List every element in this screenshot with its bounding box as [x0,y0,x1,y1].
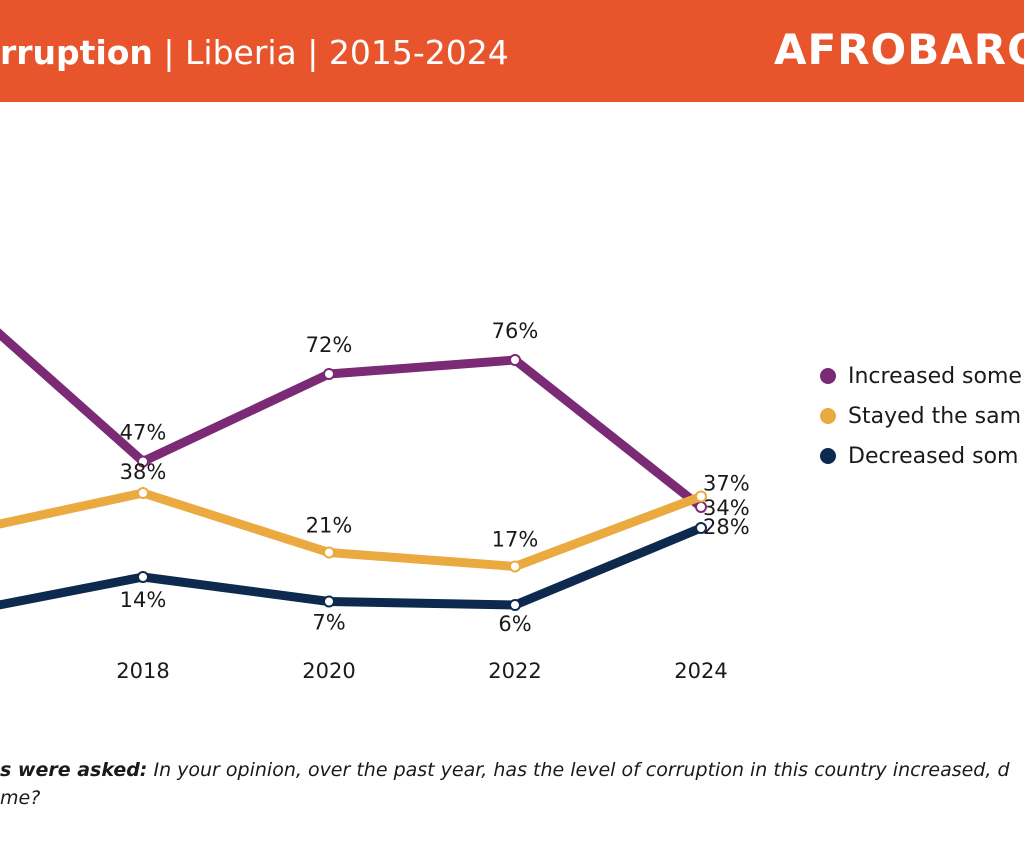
footnote-question: In your opinion, over the past year, has… [147,759,1010,781]
data-label-decreased-som: 14% [120,588,167,612]
data-point-stayed-the-sam [323,546,335,559]
data-label-increased-some: 34% [703,496,750,520]
afrobarometer-logo: AFROBARO [774,25,1024,74]
data-point-stayed-the-sam [137,487,149,499]
data-point-increased-some [137,455,149,468]
data-point-decreased-som [323,595,335,608]
legend-item: Decreased som [820,436,1022,476]
data-point-decreased-som [137,571,149,583]
data-point-stayed-the-sam [695,490,707,503]
data-label-increased-some: 72% [306,333,353,357]
data-point-decreased-som [695,522,707,534]
x-tick-label: 2018 [116,659,169,683]
data-point-increased-some [509,354,521,366]
data-point-stayed-the-sam [509,560,521,573]
data-point-increased-some [323,368,335,380]
legend-label: Increased some [848,363,1022,389]
legend-swatch [820,368,836,384]
data-label-increased-some: 47% [120,421,167,445]
title-topic: rruption [0,33,153,72]
data-label-stayed-the-sam: 37% [703,472,750,496]
line-chart: 47% 72% 76% 34% 38% 21% 17% 37% 14% 7% 6% 28% 2018 20… [0,319,750,683]
x-tick-label: 2024 [674,659,727,683]
data-label-decreased-som: 28% [703,515,750,539]
footnote-question-end: me? [0,787,41,809]
chart-title: rruption | Liberia | 2015-2024 [0,32,509,74]
footnote-label: s were asked: [0,759,148,781]
question-footnote: s were asked: In your opinion, over the … [0,756,1024,812]
series-line-increased-some [0,328,706,512]
data-point-decreased-som [509,599,521,611]
data-label-decreased-som: 6% [498,612,531,636]
data-label-stayed-the-sam: 17% [492,528,539,552]
data-label-decreased-som: 7% [312,611,345,635]
data-label-stayed-the-sam: 21% [306,514,353,538]
x-tick-label: 2022 [488,659,541,683]
title-context: | Liberia | 2015-2024 [152,33,509,72]
legend-swatch [820,408,836,424]
legend-item: Increased some [820,356,1022,396]
data-label-increased-some: 76% [492,319,539,343]
legend-label: Stayed the sam [848,403,1022,429]
data-label-stayed-the-sam: 38% [120,460,167,484]
x-tick-label: 2020 [302,659,355,683]
legend-label: Decreased som [848,443,1019,469]
header-banner: rruption | Liberia | 2015-2024 AFROBARO [0,0,1024,102]
chart-legend: Increased some Stayed the sam Decreased so… [820,356,1022,476]
legend-item: Stayed the sam [820,396,1022,436]
legend-swatch [820,448,836,464]
